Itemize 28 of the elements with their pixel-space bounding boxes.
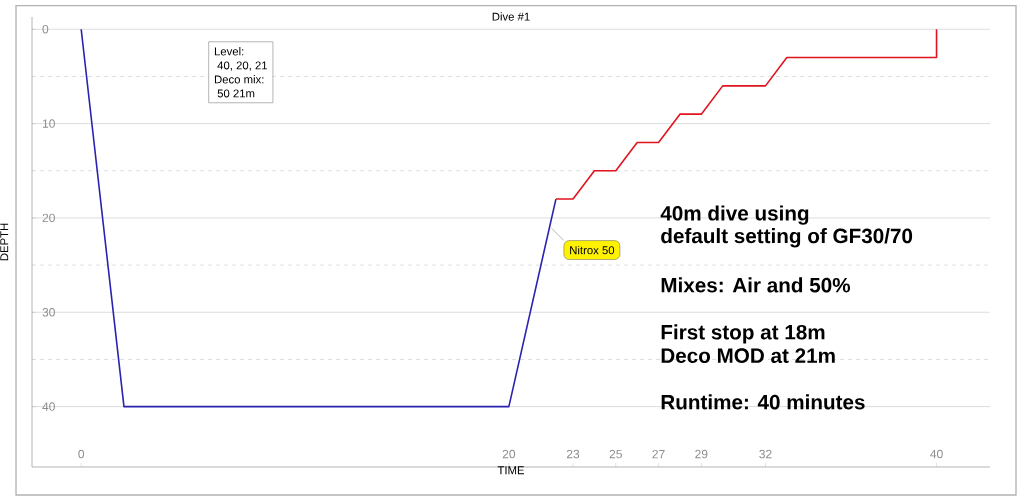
annotation: Deco mix: [214,75,264,84]
annotation: Nitrox 50 [570,245,615,255]
annotation: 40m dive using [660,205,809,225]
annotation: 50 21m [217,89,255,98]
x-tick-label: 27 [652,449,665,459]
annotation: Level: [214,47,244,56]
annotation: Deco MOD at 21m [661,348,835,363]
x-tick-label: 25 [609,449,622,459]
line-series [555,28,938,200]
y-tick-label: 0 [42,25,49,34]
annotation: First stop at 18m [661,324,825,344]
x-tick-label: 29 [695,449,708,459]
chart-title: Dive #1 [492,12,530,21]
x-tick-label: 0 [78,449,85,459]
annotation: default setting of GF30/70 [661,228,913,248]
x-axis-title: TIME [497,466,525,475]
x-tick-label: 23 [566,449,580,459]
annotation: Runtime: 40 minutes [661,394,865,410]
annotation: Mixes: Air and 50% [661,277,851,293]
x-tick-label: 20 [502,449,516,459]
annotation: 40, 20, 21 [217,61,268,71]
y-axis-title: DEPTH [0,223,9,261]
y-tick-label: 30 [42,308,55,317]
y-tick-label: 20 [42,213,55,223]
x-tick-label: 32 [759,449,772,459]
y-tick-label: 10 [42,119,55,128]
x-tick-label: 40 [930,449,943,459]
y-tick-label: 40 [42,402,55,411]
